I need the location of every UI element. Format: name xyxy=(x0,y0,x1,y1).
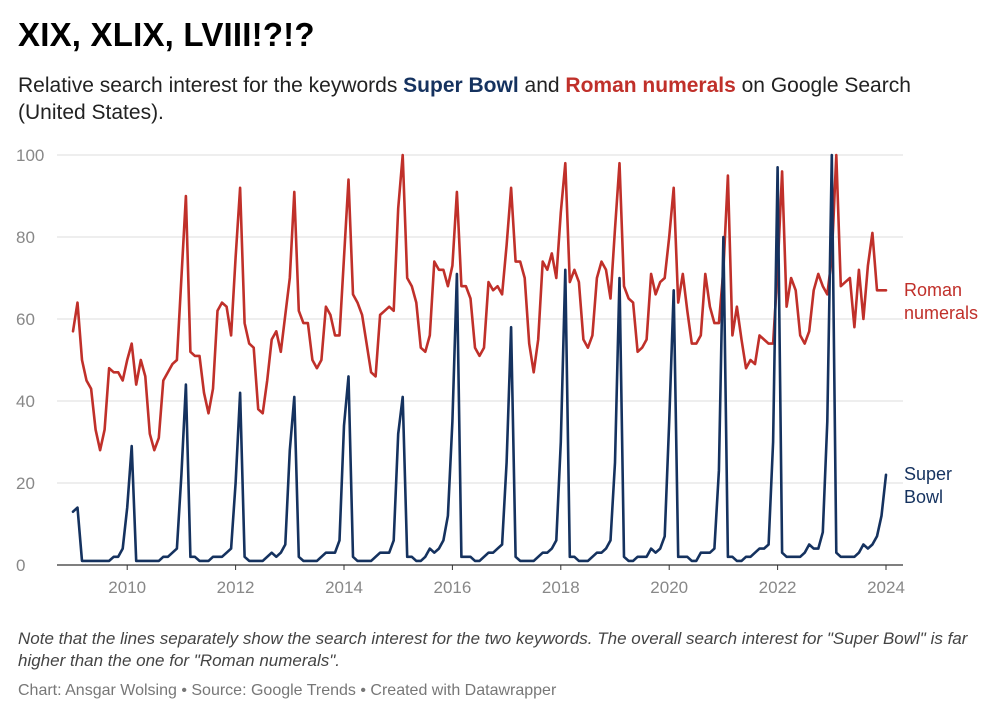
series-label-super-bowl: Super xyxy=(904,464,952,484)
chart-note: Note that the lines separately show the … xyxy=(18,629,968,670)
x-tick-label: 2016 xyxy=(433,578,471,597)
keyword-roman-numerals: Roman numerals xyxy=(565,74,736,97)
chart-title: XIX, XLIX, LVIII!?!? xyxy=(18,16,315,53)
chart-footer: Chart: Ansgar Wolsing • Source: Google T… xyxy=(18,682,557,699)
chart-subtitle: Relative search interest for the keyword… xyxy=(18,72,978,126)
x-tick-label: 2020 xyxy=(650,578,688,597)
series-label-roman-numerals: numerals xyxy=(904,303,978,323)
x-tick-label: 2024 xyxy=(867,578,905,597)
subtitle-text-after: on Google Search (United States). xyxy=(18,74,911,124)
series-label-super-bowl: Bowl xyxy=(904,487,943,507)
x-tick-label: 2018 xyxy=(542,578,580,597)
y-tick-label: 40 xyxy=(16,392,35,411)
y-tick-label: 20 xyxy=(16,474,35,493)
x-tick-label: 2012 xyxy=(217,578,255,597)
y-axis-ticks: 0 20 40 60 80 100 xyxy=(16,146,44,575)
y-tick-label: 80 xyxy=(16,228,35,247)
x-tick-label: 2010 xyxy=(108,578,146,597)
keyword-super-bowl: Super Bowl xyxy=(403,74,519,97)
gridlines xyxy=(57,154,903,566)
series-labels: Roman numerals Super Bowl xyxy=(904,280,978,507)
series-line-roman-numerals xyxy=(71,153,888,452)
subtitle-text-middle: and xyxy=(518,74,566,97)
subtitle-text-before: Relative search interest for the keyword… xyxy=(18,74,404,97)
x-tick-label: 2022 xyxy=(759,578,797,597)
y-tick-label: 0 xyxy=(16,556,25,575)
y-tick-label: 60 xyxy=(16,310,35,329)
x-axis-ticks: 2010 2012 2014 2016 2018 2020 2022 2024 xyxy=(108,565,905,597)
series-label-roman-numerals: Roman xyxy=(904,280,962,300)
line-chart: 0 20 40 60 80 100 2010 2012 2014 2016 2018 2020 202… xyxy=(16,146,978,597)
series-lines xyxy=(71,153,888,563)
series-line-super-bowl xyxy=(71,153,888,563)
y-tick-label: 100 xyxy=(16,146,44,165)
x-tick-label: 2014 xyxy=(325,578,363,597)
